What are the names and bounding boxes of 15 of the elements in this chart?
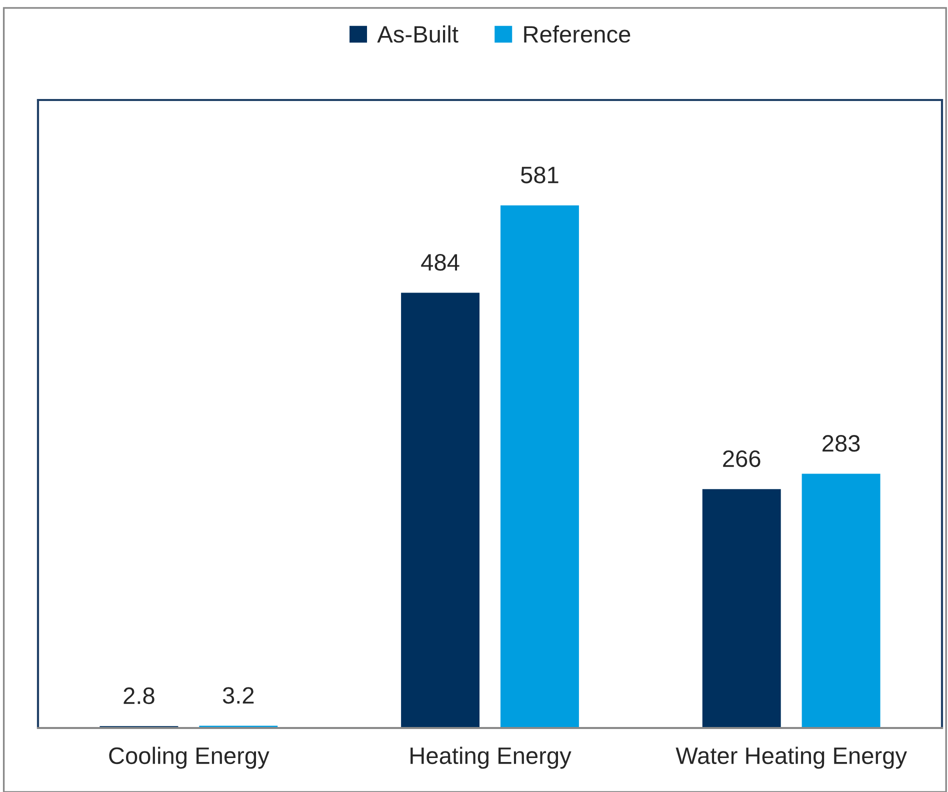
bar	[700, 488, 782, 728]
data-label: 283	[822, 435, 860, 452]
legend-label: As-Built	[377, 25, 458, 43]
legend-label: Reference	[524, 25, 630, 43]
data-label: 266	[723, 450, 760, 468]
data-label: 3.2	[222, 687, 254, 704]
data-label: 2.8	[124, 687, 154, 704]
data-label: 484	[421, 254, 460, 271]
bar	[499, 204, 580, 728]
bar	[400, 291, 481, 728]
bar	[800, 472, 882, 728]
x-tick-label: Cooling Energy	[109, 746, 270, 769]
x-tick-label: Water Heating Energy	[676, 746, 907, 769]
x-tick-label: Heating Energy	[410, 746, 572, 769]
data-label: 581	[520, 166, 558, 184]
